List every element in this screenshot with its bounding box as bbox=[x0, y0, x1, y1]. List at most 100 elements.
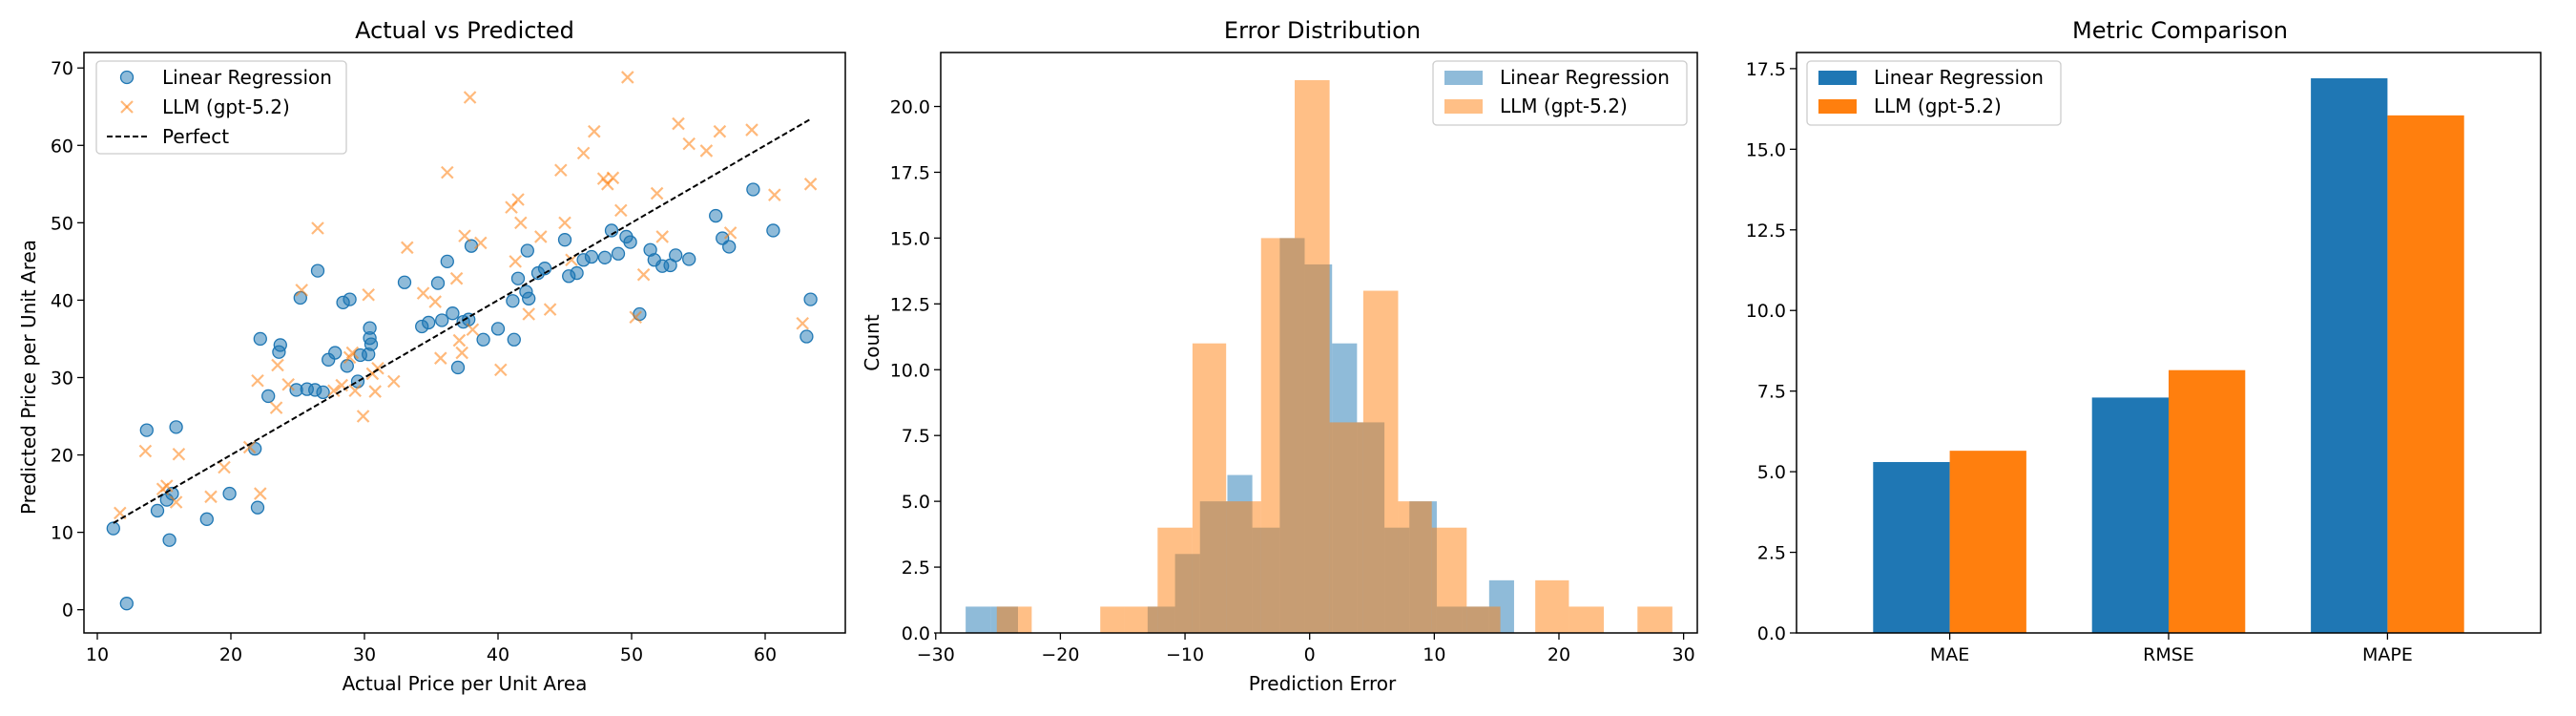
legend-patch-linear-regression bbox=[1444, 71, 1483, 85]
scatter-point-llm bbox=[682, 137, 696, 151]
scatter-point-linear-regression bbox=[435, 313, 449, 327]
scatter-point-linear-regression bbox=[328, 346, 343, 360]
scatter-point-linear-regression bbox=[597, 250, 613, 264]
histogram-bar-llm bbox=[1466, 606, 1501, 633]
bar-linear-regression bbox=[2091, 397, 2169, 633]
scatter-ticks: 10 20 30 40 50 60 0 10 20 30 40 50 60 70 bbox=[51, 58, 777, 665]
x-tick-label: −30 bbox=[917, 644, 955, 665]
x-tick-label: 10 bbox=[86, 644, 109, 665]
bar-marks bbox=[1873, 78, 2464, 634]
scatter-point-llm bbox=[534, 230, 548, 243]
scatter-point-linear-regression bbox=[340, 359, 354, 373]
scatter-point-llm bbox=[576, 146, 591, 160]
y-tick-label: 30 bbox=[51, 368, 73, 389]
scatter-point-llm bbox=[269, 401, 283, 414]
scatter-point-llm bbox=[655, 230, 669, 243]
y-tick-label: 10.0 bbox=[1746, 301, 1786, 322]
scatter-point-linear-regression bbox=[800, 329, 814, 344]
histogram-panel: Error Distribution Prediction Error Coun… bbox=[861, 17, 1698, 695]
scatter-point-linear-regression bbox=[261, 389, 276, 404]
scatter-point-llm bbox=[588, 124, 601, 138]
scatter-point-linear-regression bbox=[440, 254, 454, 269]
y-tick-label: 50 bbox=[51, 213, 73, 234]
scatter-point-llm bbox=[650, 186, 664, 200]
scatter-ylabel: Predicted Price per Unit Area bbox=[17, 240, 40, 515]
bar-title: Metric Comparison bbox=[2072, 17, 2288, 44]
scatter-point-llm bbox=[160, 479, 174, 493]
scatter-point-linear-regression bbox=[507, 332, 521, 347]
scatter-point-llm bbox=[494, 363, 508, 377]
y-tick-label: 10 bbox=[51, 523, 73, 544]
scatter-point-llm bbox=[474, 236, 488, 250]
scatter-point-llm bbox=[636, 267, 651, 282]
histogram-bar-llm bbox=[1192, 343, 1227, 633]
histogram-bar-llm bbox=[1398, 501, 1432, 633]
scatter-legend-label-llm: LLM (gpt-5.2) bbox=[162, 95, 290, 118]
scatter-point-linear-regression bbox=[803, 292, 818, 306]
scatter-point-llm bbox=[251, 373, 264, 388]
y-tick-label: 7.5 bbox=[902, 426, 930, 447]
scatter-point-linear-regression bbox=[520, 243, 534, 258]
scatter-point-llm bbox=[768, 188, 781, 201]
y-tick-label: 5.0 bbox=[1757, 462, 1786, 483]
scatter-point-llm bbox=[441, 165, 454, 179]
scatter-point-llm bbox=[218, 460, 231, 474]
histogram-legend-box bbox=[1432, 60, 1688, 126]
scatter-point-llm bbox=[416, 286, 430, 300]
scatter-axes-frame bbox=[83, 52, 846, 634]
x-tick-label: 20 bbox=[219, 644, 242, 665]
scatter-point-linear-regression bbox=[464, 239, 479, 253]
scatter-point-llm bbox=[254, 487, 267, 500]
y-tick-label: 17.5 bbox=[1746, 59, 1786, 80]
scatter-point-linear-regression bbox=[430, 276, 446, 290]
y-tick-label: 0.0 bbox=[902, 623, 930, 644]
scatter-point-llm bbox=[723, 226, 737, 240]
scatter-point-linear-regression bbox=[506, 294, 520, 308]
scatter-legend-label-perfect: Perfect bbox=[162, 125, 229, 148]
scatter-point-llm bbox=[449, 271, 464, 285]
x-tick-label: 40 bbox=[487, 644, 509, 665]
scatter-point-llm bbox=[327, 384, 341, 398]
scatter-point-llm bbox=[362, 287, 375, 302]
histogram-bar-llm bbox=[1362, 290, 1399, 633]
scatter-point-llm bbox=[511, 193, 525, 206]
histogram-axes-frame bbox=[940, 52, 1698, 634]
scatter-xlabel: Actual Price per Unit Area bbox=[343, 672, 588, 695]
scatter-point-linear-regression bbox=[119, 597, 134, 611]
scatter-point-llm bbox=[672, 116, 685, 131]
histogram-bar-llm bbox=[1535, 579, 1569, 633]
scatter-marks bbox=[106, 71, 818, 611]
bar-linear-regression bbox=[1873, 461, 1950, 633]
scatter-point-llm bbox=[428, 295, 442, 308]
scatter-point-linear-regression bbox=[253, 331, 267, 347]
scatter-point-linear-regression bbox=[623, 235, 637, 249]
scatter-point-linear-regression bbox=[350, 374, 365, 389]
scatter-point-linear-regression bbox=[611, 246, 626, 261]
bar-ticks: 0.0 2.5 5.0 7.5 10.0 12.5 15.0 17.5 MAE RMSE MAPE bbox=[1746, 59, 2413, 665]
scatter-point-linear-regression bbox=[450, 360, 466, 375]
legend-marker-linear-regression bbox=[119, 70, 135, 85]
x-tick-label: RMSE bbox=[2143, 644, 2194, 665]
scatter-point-llm bbox=[803, 178, 818, 191]
scatter-point-linear-regression bbox=[446, 306, 460, 321]
histogram-bar-linear-regression bbox=[966, 606, 991, 633]
x-tick-label: 50 bbox=[620, 644, 643, 665]
legend-patch-llm bbox=[1818, 99, 1857, 114]
scatter-point-llm bbox=[614, 203, 628, 218]
scatter-point-llm bbox=[713, 124, 727, 138]
perfect-prediction-line bbox=[113, 117, 812, 524]
scatter-point-llm bbox=[295, 284, 308, 297]
y-tick-label: 10.0 bbox=[890, 360, 930, 381]
scatter-point-llm bbox=[558, 216, 571, 230]
bar-legend-label-llm: LLM (gpt-5.2) bbox=[1874, 95, 2002, 117]
bar-llm bbox=[2169, 369, 2246, 633]
y-tick-label: 20 bbox=[51, 446, 73, 467]
scatter-point-llm bbox=[543, 303, 557, 316]
scatter-point-linear-regression bbox=[273, 338, 287, 352]
scatter-point-llm bbox=[138, 444, 153, 458]
histogram-marks bbox=[966, 79, 1672, 633]
scatter-point-linear-regression bbox=[397, 275, 412, 289]
scatter-point-linear-regression bbox=[522, 291, 536, 305]
scatter-point-llm bbox=[699, 144, 714, 158]
y-tick-label: 0.0 bbox=[1757, 623, 1786, 644]
